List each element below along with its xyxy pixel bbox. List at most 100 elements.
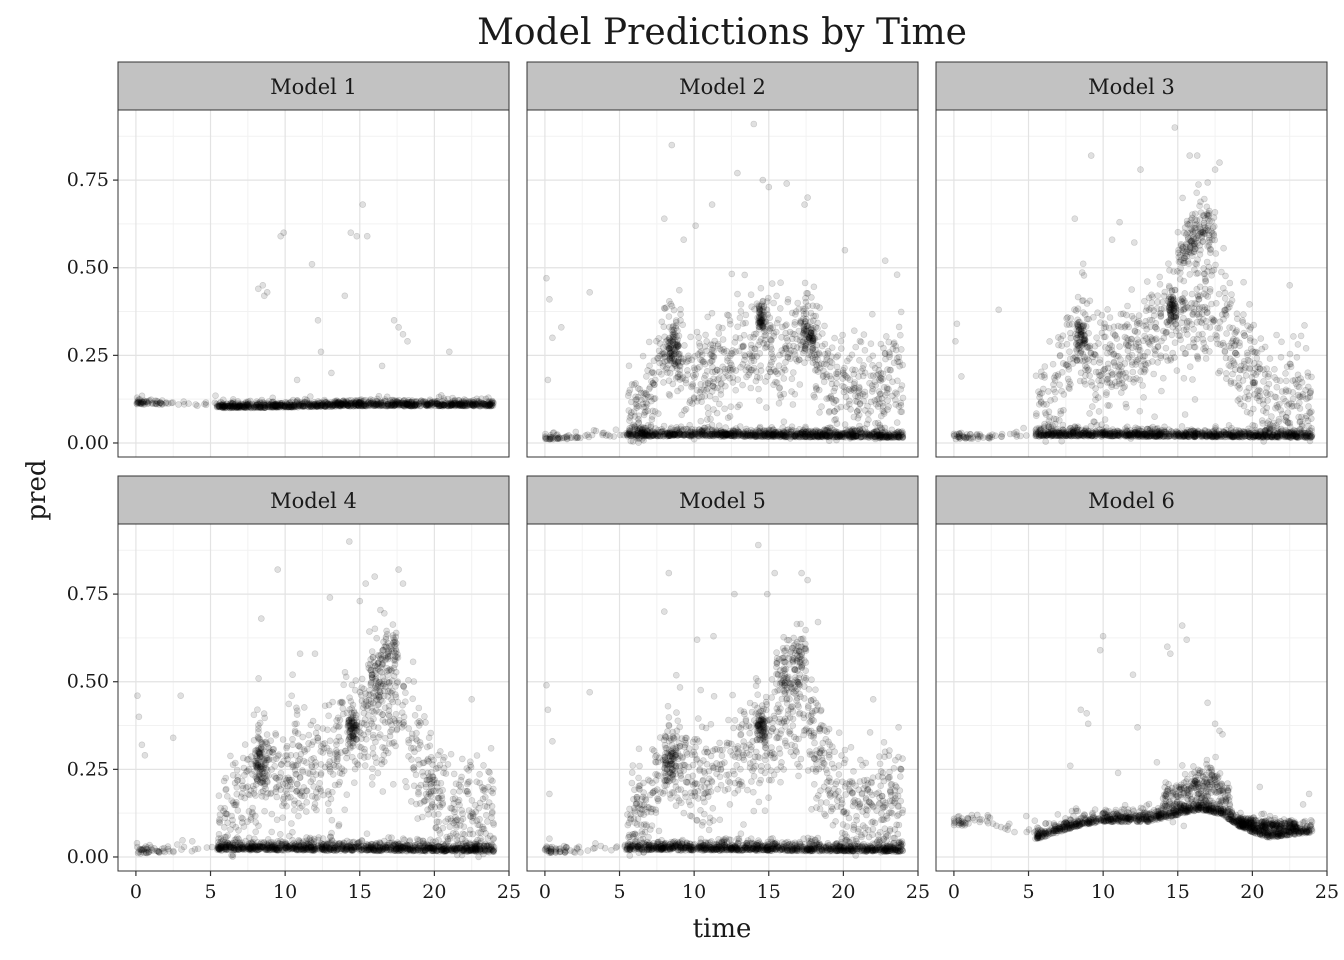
data-point [767, 431, 774, 439]
data-point [273, 404, 281, 411]
data-point [353, 232, 361, 240]
facet-strip-label: Model 2 [679, 75, 766, 99]
data-point [339, 401, 347, 409]
data-point [788, 423, 796, 431]
data-point [413, 401, 421, 409]
data-point [261, 404, 269, 412]
data-point [846, 434, 854, 442]
data-point [804, 194, 811, 201]
data-point [801, 345, 809, 352]
data-point [293, 396, 301, 404]
data-point [304, 401, 312, 408]
data-point [284, 401, 292, 409]
data-point [741, 271, 749, 279]
data-point [232, 404, 240, 411]
data-point [455, 400, 463, 408]
data-point [281, 402, 289, 410]
data-point [298, 399, 306, 406]
data-point [849, 433, 856, 440]
data-point [433, 400, 441, 407]
data-point [847, 428, 855, 435]
data-point [637, 396, 645, 404]
data-point [804, 354, 812, 362]
data-point [335, 402, 342, 410]
data-point [328, 369, 335, 377]
data-point [306, 402, 313, 409]
data-point [256, 399, 263, 407]
data-point [859, 425, 866, 433]
data-point [876, 434, 884, 441]
data-point [373, 401, 380, 408]
data-point [1294, 341, 1302, 348]
data-point [549, 434, 556, 441]
data-point [839, 331, 846, 339]
data-point [463, 402, 470, 410]
data-point [448, 400, 455, 408]
data-point [658, 425, 666, 433]
data-point [375, 392, 383, 400]
data-point [671, 362, 679, 369]
data-point [438, 401, 446, 408]
data-point [405, 402, 412, 410]
data-point [651, 430, 659, 438]
data-point [460, 402, 468, 410]
data-point [897, 429, 904, 437]
data-point [236, 402, 244, 410]
data-point [454, 399, 462, 407]
data-point [153, 400, 160, 408]
data-point [357, 396, 365, 403]
data-point [224, 403, 231, 410]
data-point [412, 400, 420, 408]
data-point [244, 404, 251, 411]
data-point [839, 432, 846, 440]
data-point [489, 399, 497, 407]
data-point [681, 342, 688, 349]
data-point [293, 402, 301, 410]
data-point [236, 402, 243, 410]
data-point [337, 401, 345, 409]
data-point [423, 402, 431, 410]
data-point [639, 424, 647, 431]
data-point [374, 401, 382, 409]
data-point [278, 401, 285, 409]
data-point [392, 399, 400, 407]
data-point [889, 378, 896, 386]
data-point [875, 430, 883, 438]
data-point [1035, 433, 1043, 440]
data-point [452, 399, 459, 407]
data-point [661, 305, 669, 312]
data-point [139, 398, 146, 406]
data-point [340, 402, 348, 409]
data-point [1074, 425, 1081, 432]
data-point [420, 401, 428, 409]
data-point [640, 433, 648, 441]
data-point [374, 401, 382, 408]
data-point [245, 402, 252, 410]
data-point [986, 432, 993, 440]
data-point [897, 308, 905, 316]
data-point [445, 401, 453, 409]
data-point [805, 427, 813, 435]
data-point [811, 393, 818, 401]
data-point [374, 395, 381, 403]
data-point [413, 397, 420, 405]
data-point [256, 404, 264, 411]
data-point [218, 404, 226, 411]
data-point [322, 402, 329, 410]
data-point [785, 428, 793, 436]
data-point [254, 401, 262, 408]
data-point [717, 431, 725, 439]
data-point [440, 401, 448, 409]
data-point [327, 400, 334, 408]
data-point [255, 403, 262, 411]
data-point [547, 433, 555, 441]
data-point [403, 400, 410, 407]
data-point [227, 403, 235, 411]
data-point [779, 431, 787, 438]
data-point [308, 403, 316, 410]
data-point [1160, 433, 1168, 440]
data-point [337, 400, 345, 407]
data-point [437, 392, 445, 399]
data-point [291, 403, 299, 411]
data-point [399, 402, 407, 409]
